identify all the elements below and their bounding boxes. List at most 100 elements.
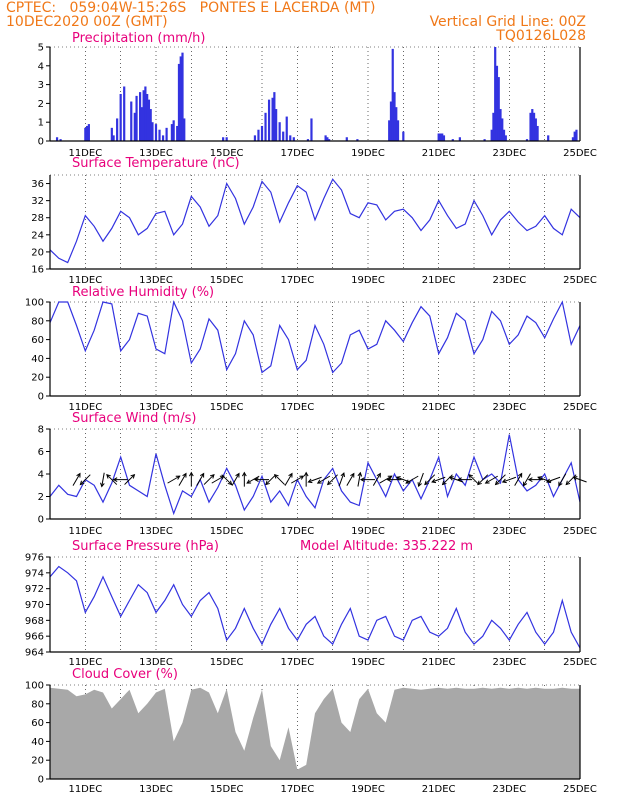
y-tick-label: 1 <box>38 118 44 129</box>
wind-arrow <box>565 474 577 485</box>
wind-arrow-head <box>527 477 533 482</box>
wind-arrow <box>431 476 446 483</box>
wind-arrow <box>546 476 561 483</box>
y-tick-label: 966 <box>25 632 44 643</box>
precip-bar <box>264 112 267 141</box>
wind-arrow-head <box>299 475 305 480</box>
series-line <box>49 434 581 516</box>
precip-bar <box>495 65 499 141</box>
wind-arrow <box>106 474 118 485</box>
precip-bar <box>146 94 149 141</box>
precip-bar <box>59 139 62 141</box>
y-tick-label: 2 <box>38 492 44 503</box>
wind-arrow-head <box>288 472 293 478</box>
x-tick-label: 15DEC <box>210 148 244 159</box>
precip-bar <box>267 99 271 141</box>
precip-bar <box>278 122 281 141</box>
y-tick-label: 80 <box>31 699 44 710</box>
x-tick-label: 23DEC <box>492 275 526 286</box>
x-tick-label: 17DEC <box>280 784 314 795</box>
x-tick-label: 21DEC <box>422 148 456 159</box>
y-tick-label: 0 <box>38 515 44 526</box>
y-tick-label: 4 <box>38 470 44 481</box>
wind-arrow <box>514 473 523 486</box>
precip-bar <box>393 92 396 141</box>
y-tick-label: 60 <box>31 718 44 729</box>
panel-6-title: Cloud Cover (%) <box>72 667 178 682</box>
wind-arrow <box>221 474 232 485</box>
x-tick-label: 19DEC <box>351 657 385 668</box>
wind-arrow-head <box>522 481 528 487</box>
wind-arrow <box>418 472 424 487</box>
precip-bar <box>273 92 276 141</box>
x-tick-label: 21DEC <box>422 657 456 668</box>
precip-bar <box>458 137 461 141</box>
wind-arrow <box>308 476 322 483</box>
precip-bar <box>531 109 534 141</box>
x-tick-label: 19DEC <box>351 526 385 537</box>
wind-arrow-head <box>307 478 313 484</box>
wind-arrow <box>101 472 105 487</box>
wind-arrow-head <box>477 480 482 486</box>
wind-arrow-head <box>501 478 507 484</box>
panel-5-title: Surface Pressure (hPa) <box>72 539 219 554</box>
wind-arrow <box>372 473 381 486</box>
header-model-id: TQ0126L028 <box>496 28 586 44</box>
wind-arrow <box>338 472 345 487</box>
wind-arrow <box>265 474 277 485</box>
y-tick-label: 974 <box>25 568 44 579</box>
wind-arrow-head <box>572 476 578 481</box>
y-tick-label: 970 <box>25 600 44 611</box>
wind-arrow <box>379 475 392 484</box>
y-tick-label: 28 <box>31 213 44 224</box>
x-tick-label: 13DEC <box>139 526 173 537</box>
x-tick-label: 25DEC <box>563 657 597 668</box>
precip-bar <box>116 118 119 141</box>
wind-arrow <box>80 474 91 485</box>
precip-bar <box>154 124 158 141</box>
precip-bar <box>451 139 454 141</box>
y-tick-label: 8 <box>38 425 44 436</box>
panel-1-title: Precipitation (mm/h) <box>72 31 205 46</box>
precip-bar <box>502 129 506 141</box>
wind-arrow <box>178 473 187 486</box>
wind-arrow-head <box>175 475 181 480</box>
precip-bar <box>501 118 504 141</box>
x-tick-label: 25DEC <box>563 275 597 286</box>
precip-bar <box>573 131 576 141</box>
precip-bar <box>483 139 486 141</box>
wind-arrow <box>405 475 419 484</box>
precip-bar <box>571 137 575 141</box>
wind-arrow <box>558 473 567 486</box>
precip-bar <box>490 129 493 141</box>
wind-arrow-head <box>303 471 309 477</box>
precip-bar <box>149 109 152 141</box>
wind-arrow-head <box>340 472 345 478</box>
wind-arrow-head <box>395 476 401 481</box>
wind-arrow-head <box>241 471 247 477</box>
wind-arrow-head <box>350 472 355 478</box>
panel-4-title: Surface Wind (m/s) <box>72 411 196 426</box>
wind-arrow-head <box>130 473 136 479</box>
wind-arrow <box>167 475 180 484</box>
wind-arrow <box>211 475 225 484</box>
precip-bar <box>260 125 264 141</box>
precip-bar <box>123 86 126 141</box>
precip-bar <box>324 135 327 141</box>
precip-bar <box>525 139 529 141</box>
y-tick-label: 100 <box>25 681 44 692</box>
x-tick-label: 13DEC <box>139 402 173 413</box>
wind-arrow-head <box>76 472 81 478</box>
x-tick-label: 17DEC <box>280 402 314 413</box>
wind-arrow-head <box>357 471 363 477</box>
x-tick-label: 11DEC <box>68 784 102 795</box>
wind-arrow-head <box>468 473 474 479</box>
precip-bar <box>439 133 442 141</box>
y-tick-label: 4 <box>38 61 44 72</box>
x-tick-label: 11DEC <box>68 402 102 413</box>
wind-arrow <box>468 474 480 485</box>
wind-arrow <box>196 473 205 486</box>
wind-arrow-head <box>199 472 205 478</box>
x-tick-label: 11DEC <box>68 275 102 286</box>
wind-arrow-head <box>565 480 571 486</box>
